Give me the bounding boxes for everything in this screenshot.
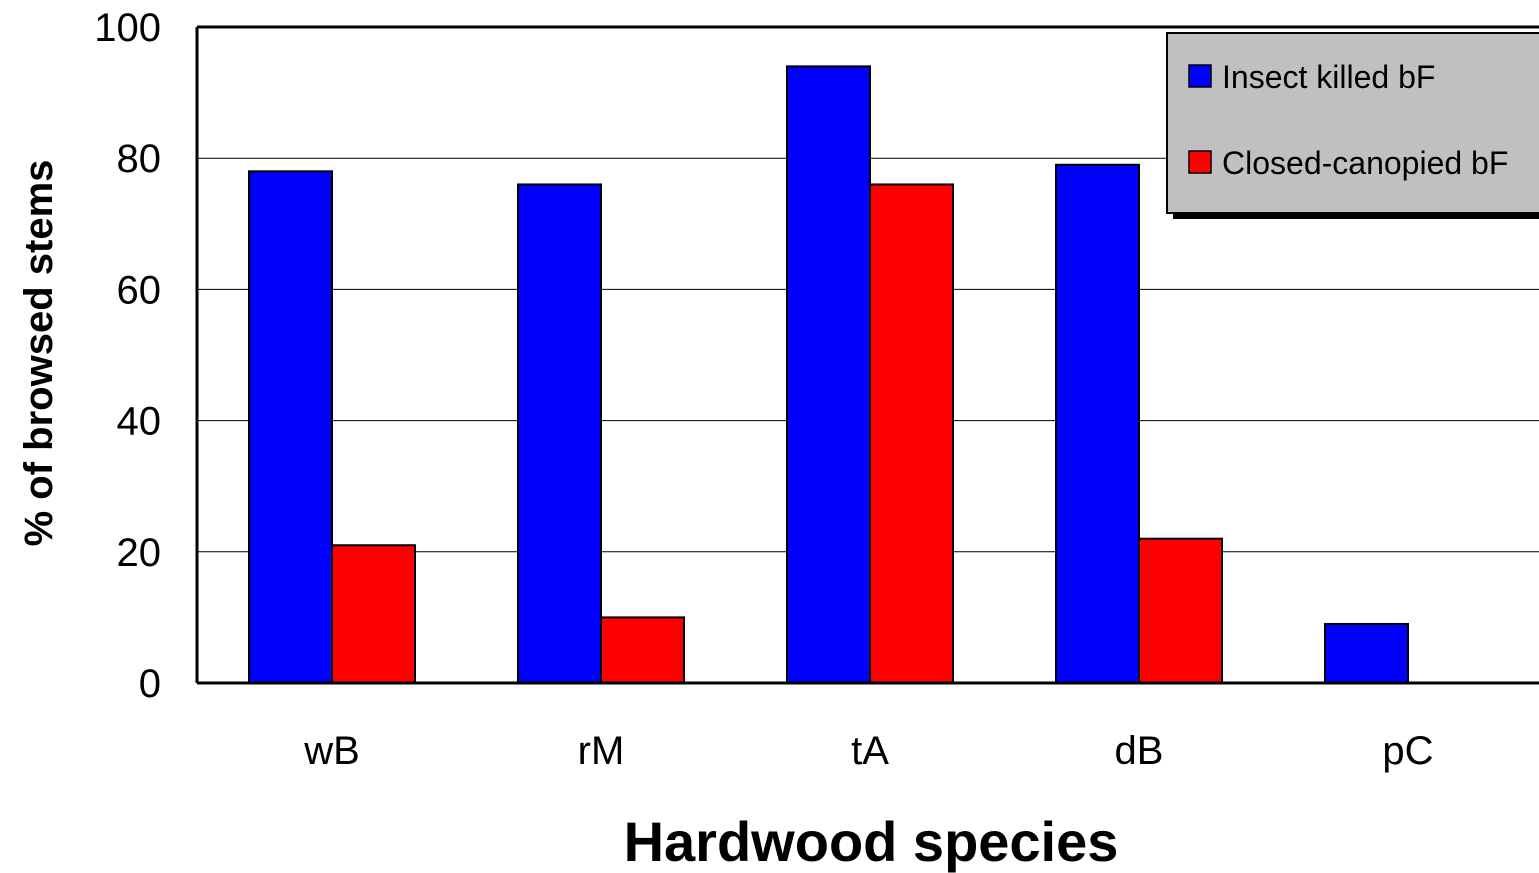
bar-closed-canopied-dB	[1138, 537, 1223, 684]
bar-insect-killed-pC	[1324, 622, 1409, 685]
y-axis-title: % of browsed stems	[17, 160, 61, 547]
bar-insect-killed-rM	[517, 183, 602, 684]
bar-insect-killed-dB	[1055, 163, 1140, 684]
bar-closed-canopied-rM	[600, 616, 685, 685]
bars	[248, 65, 1409, 685]
y-tick-label: 100	[94, 6, 161, 50]
bar-closed-canopied-wB	[331, 544, 416, 684]
bar-closed-canopied-tA	[869, 183, 954, 684]
bar-insect-killed-tA	[786, 65, 871, 685]
y-tick-label: 60	[117, 268, 162, 312]
x-axis-title: Hardwood species	[624, 810, 1119, 873]
y-tick-label: 20	[117, 531, 162, 575]
x-tick-label: rM	[578, 729, 625, 773]
legend-label-insect-killed: Insect killed bF	[1222, 59, 1435, 95]
axes	[195, 25, 1539, 685]
x-tick-labels: wB rM tA dB pC	[303, 729, 1433, 773]
legend: Insect killed bF Closed-canopied bF	[1166, 32, 1539, 219]
x-tick-label: wB	[303, 729, 360, 773]
y-tick-labels: 0 20 40 60 80 100	[94, 6, 161, 706]
x-tick-label: pC	[1382, 729, 1433, 773]
x-tick-label: dB	[1115, 729, 1164, 773]
y-tick-label: 40	[117, 400, 162, 444]
y-tick-label: 0	[139, 662, 161, 706]
x-tick-label: tA	[851, 729, 889, 773]
legend-box	[1166, 32, 1539, 214]
y-tick-label: 80	[117, 137, 162, 181]
legend-swatch-closed-canopied	[1188, 150, 1212, 174]
legend-label-closed-canopied: Closed-canopied bF	[1222, 145, 1508, 181]
bar-insect-killed-wB	[248, 170, 333, 684]
legend-swatch-insect-killed	[1188, 64, 1212, 88]
